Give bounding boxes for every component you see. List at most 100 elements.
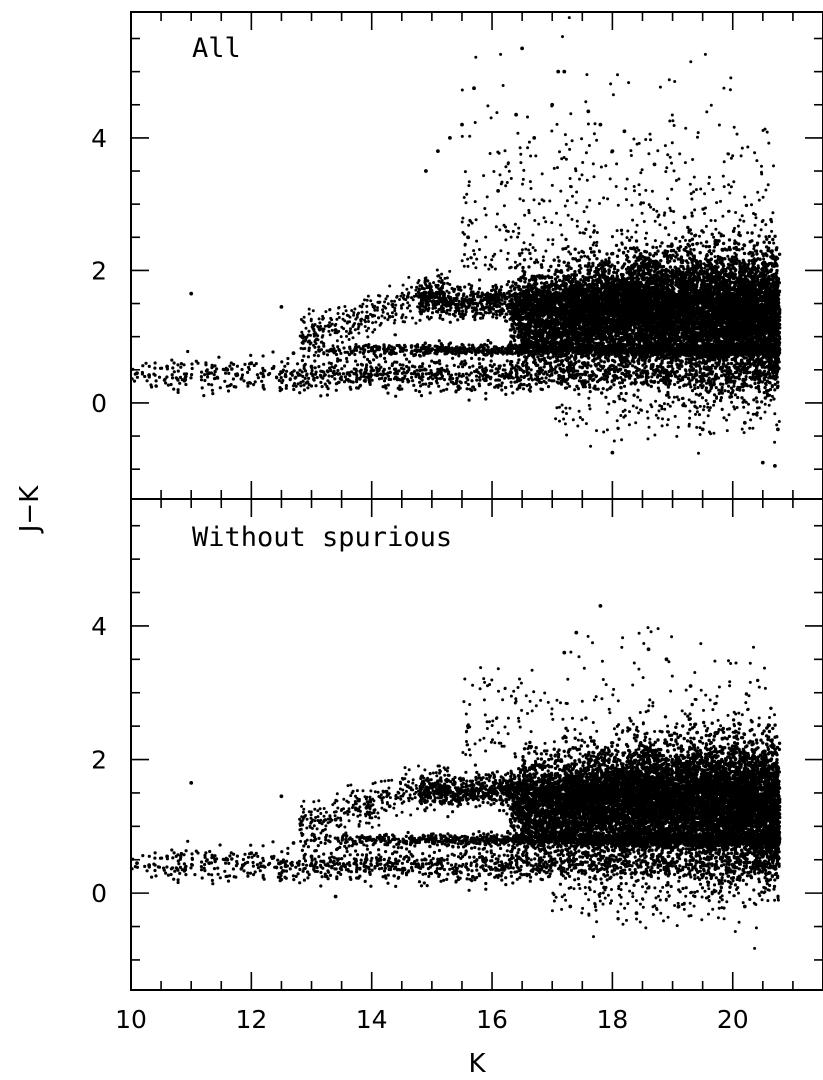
data-point <box>477 375 481 379</box>
data-point <box>470 379 474 383</box>
data-point <box>325 369 329 373</box>
data-point <box>410 375 414 380</box>
data-point <box>421 375 425 379</box>
data-point <box>406 292 410 296</box>
data-point <box>386 391 390 395</box>
data-point <box>223 379 227 383</box>
data-point <box>381 369 385 373</box>
data-point <box>319 340 323 344</box>
data-point <box>697 393 701 397</box>
data-point <box>486 348 491 352</box>
data-point <box>421 372 425 376</box>
data-point <box>400 306 403 310</box>
data-point <box>500 347 504 351</box>
data-point <box>377 367 381 371</box>
data-point <box>344 329 348 333</box>
data-point <box>478 278 482 282</box>
data-point <box>496 370 500 374</box>
data-point <box>328 381 332 385</box>
data-point <box>371 313 375 317</box>
data-point <box>542 372 546 376</box>
data-point <box>384 360 388 364</box>
data-point <box>478 378 482 382</box>
data-point <box>464 372 469 376</box>
data-point <box>337 316 341 319</box>
data-point <box>411 316 414 320</box>
data-point <box>620 378 625 382</box>
data-point <box>588 377 592 381</box>
data-point <box>484 311 488 315</box>
data-point <box>189 376 193 380</box>
data-point <box>477 357 481 361</box>
data-point <box>482 372 486 376</box>
data-point <box>529 368 533 372</box>
data-point <box>365 304 369 308</box>
data-point <box>285 369 289 373</box>
data-point <box>371 330 375 334</box>
data-point <box>394 394 398 398</box>
data-point <box>345 334 348 338</box>
data-point <box>363 325 367 328</box>
data-point <box>770 384 774 388</box>
data-point <box>378 323 382 327</box>
data-point <box>738 388 742 392</box>
data-point <box>202 394 206 398</box>
data-point <box>417 288 421 292</box>
data-point <box>213 370 217 374</box>
data-point <box>154 379 158 383</box>
data-point <box>537 377 541 382</box>
data-point <box>424 372 428 376</box>
data-point <box>498 308 502 313</box>
data-point <box>341 317 345 321</box>
data-point <box>500 381 504 385</box>
data-point <box>448 283 452 286</box>
data-point <box>145 379 149 383</box>
data-point <box>443 348 447 353</box>
data-point <box>158 366 163 370</box>
data-point <box>302 320 306 324</box>
data-point <box>305 372 309 376</box>
data-point <box>196 361 200 365</box>
data-point <box>723 389 727 393</box>
data-point <box>410 296 413 300</box>
data-point <box>172 370 176 374</box>
data-point <box>494 283 498 287</box>
data-point <box>441 302 445 306</box>
data-point <box>437 339 441 343</box>
data-point <box>657 365 662 369</box>
data-point <box>416 345 420 349</box>
data-point <box>407 275 411 279</box>
data-point <box>394 312 398 316</box>
data-point <box>334 382 338 386</box>
data-point <box>341 372 346 376</box>
data-point <box>239 377 243 381</box>
data-point <box>495 305 499 309</box>
data-point <box>573 388 577 392</box>
data-point <box>363 298 366 302</box>
data-point <box>479 316 483 320</box>
data-point <box>319 369 323 373</box>
data-point <box>529 376 533 380</box>
data-point <box>325 353 330 357</box>
data-point <box>417 365 422 369</box>
data-point <box>364 320 367 324</box>
data-point <box>143 374 147 379</box>
data-point <box>382 345 386 349</box>
data-point <box>533 377 537 381</box>
data-point <box>430 359 434 363</box>
data-point <box>448 375 452 379</box>
data-point <box>345 313 349 317</box>
data-point <box>391 315 395 319</box>
data-point <box>412 383 416 387</box>
data-point <box>748 375 752 380</box>
data-point <box>454 372 458 376</box>
data-point <box>190 373 194 377</box>
data-point <box>527 353 531 358</box>
data-point <box>344 309 348 313</box>
data-point <box>497 296 501 301</box>
data-point <box>400 291 404 295</box>
data-point <box>391 350 396 354</box>
data-point <box>312 324 316 328</box>
data-point <box>423 341 427 345</box>
data-point <box>283 374 287 378</box>
